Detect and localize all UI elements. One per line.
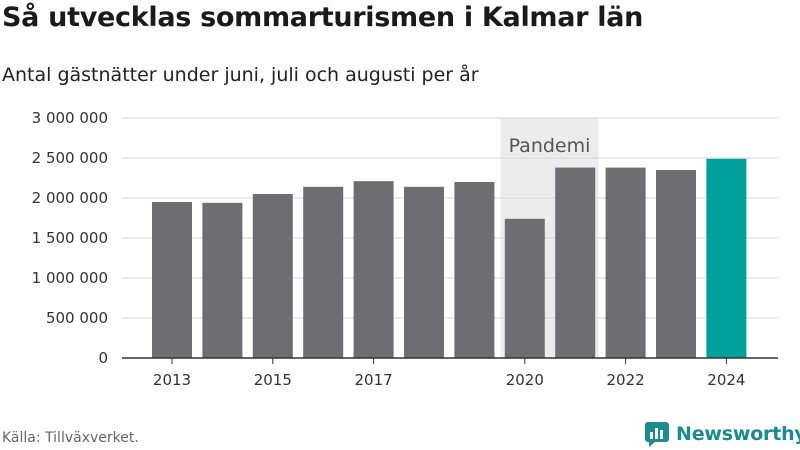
chart-subtitle: Antal gästnätter under juni, juli och au… bbox=[2, 64, 479, 86]
y-tick-label: 2 500 000 bbox=[32, 149, 108, 167]
bar-2020 bbox=[504, 218, 545, 358]
y-tick-label: 2 000 000 bbox=[32, 189, 108, 207]
bar-2018 bbox=[404, 186, 444, 358]
x-tick-label: 2017 bbox=[355, 371, 393, 389]
y-tick-label: 3 000 000 bbox=[32, 109, 108, 127]
x-tick-label: 2013 bbox=[153, 371, 191, 389]
source-note: Källa: Tillväxverket. bbox=[2, 430, 139, 446]
axes: 2013 2015 2017 2020 2022 2024 bbox=[122, 357, 778, 389]
bar-2016 bbox=[303, 186, 344, 358]
x-tick-label: 2022 bbox=[607, 371, 645, 389]
x-tick-label: 2020 bbox=[506, 371, 544, 389]
pandemic-label: Pandemi bbox=[509, 135, 591, 157]
bar-2024 bbox=[706, 158, 747, 358]
bar-2021 bbox=[555, 167, 596, 358]
y-tick-label: 1 500 000 bbox=[32, 229, 108, 247]
bar-2017 bbox=[353, 181, 394, 358]
bar-2013 bbox=[152, 202, 192, 358]
newsworthy-logo-icon bbox=[645, 422, 669, 447]
newsworthy-logo[interactable]: Newsworthy bbox=[644, 421, 800, 447]
brand-name: Newsworthy bbox=[676, 423, 800, 445]
bar-2019 bbox=[454, 182, 495, 358]
y-tick-label: 500 000 bbox=[46, 309, 108, 327]
y-tick-label: 0 bbox=[98, 349, 108, 367]
bars bbox=[152, 158, 747, 358]
bar-2014 bbox=[202, 202, 243, 358]
bar-2023 bbox=[656, 170, 696, 358]
bar-2015 bbox=[252, 194, 293, 358]
y-tick-label: 1 000 000 bbox=[32, 269, 108, 287]
x-tick-label: 2024 bbox=[707, 371, 745, 389]
chart-title: Så utvecklas sommarturismen i Kalmar län bbox=[2, 2, 644, 33]
bar-2022 bbox=[605, 167, 646, 358]
x-tick-label: 2015 bbox=[254, 371, 292, 389]
